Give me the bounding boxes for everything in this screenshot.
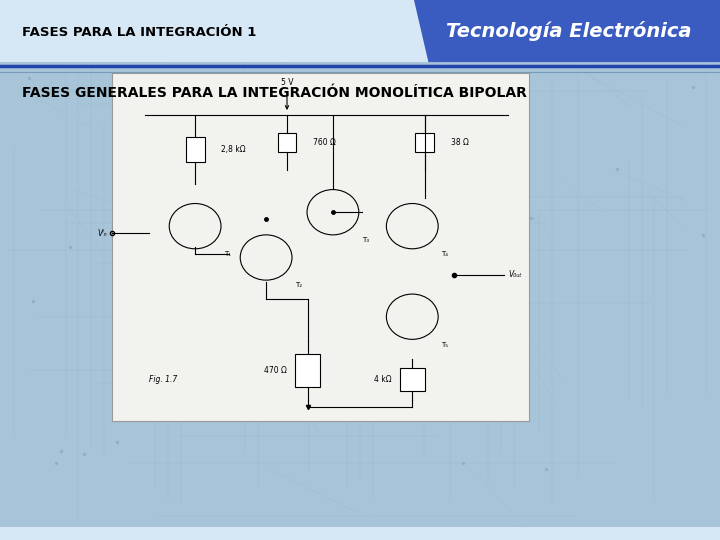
Text: 4 kΩ: 4 kΩ (374, 375, 392, 384)
Bar (295, 354, 320, 387)
Text: FASES GENERALES PARA LA INTEGRACIÓN MONOLÍTICA BIPOLAR: FASES GENERALES PARA LA INTEGRACIÓN MONO… (22, 86, 526, 100)
Bar (400, 368, 425, 391)
Bar (186, 137, 204, 161)
Text: 5 V: 5 V (281, 78, 293, 87)
Text: Tecnología Electrónica: Tecnología Electrónica (446, 21, 691, 41)
Text: 470 Ω: 470 Ω (264, 366, 287, 375)
Text: T₃: T₃ (362, 237, 369, 243)
Text: T₁: T₁ (225, 251, 231, 257)
Bar (278, 133, 297, 152)
Text: T₂: T₂ (295, 282, 302, 288)
Bar (112, 73, 529, 421)
Text: 2,8 kΩ: 2,8 kΩ (221, 145, 246, 154)
Bar (0, 0, 720, 62)
Text: Vᴵₙ: Vᴵₙ (98, 228, 107, 238)
Polygon shape (414, 0, 720, 62)
Text: T₅: T₅ (441, 342, 449, 348)
Text: V₀ᵤₜ: V₀ᵤₜ (508, 271, 522, 279)
Text: FASES PARA LA INTEGRACIÓN 1: FASES PARA LA INTEGRACIÓN 1 (22, 26, 256, 39)
Text: T₄: T₄ (441, 251, 449, 257)
Text: 38 Ω: 38 Ω (451, 138, 469, 147)
Bar (0, 526, 720, 540)
Bar (415, 133, 434, 152)
Text: 760 Ω: 760 Ω (313, 138, 336, 147)
Text: Fig. 1.7: Fig. 1.7 (149, 375, 177, 384)
